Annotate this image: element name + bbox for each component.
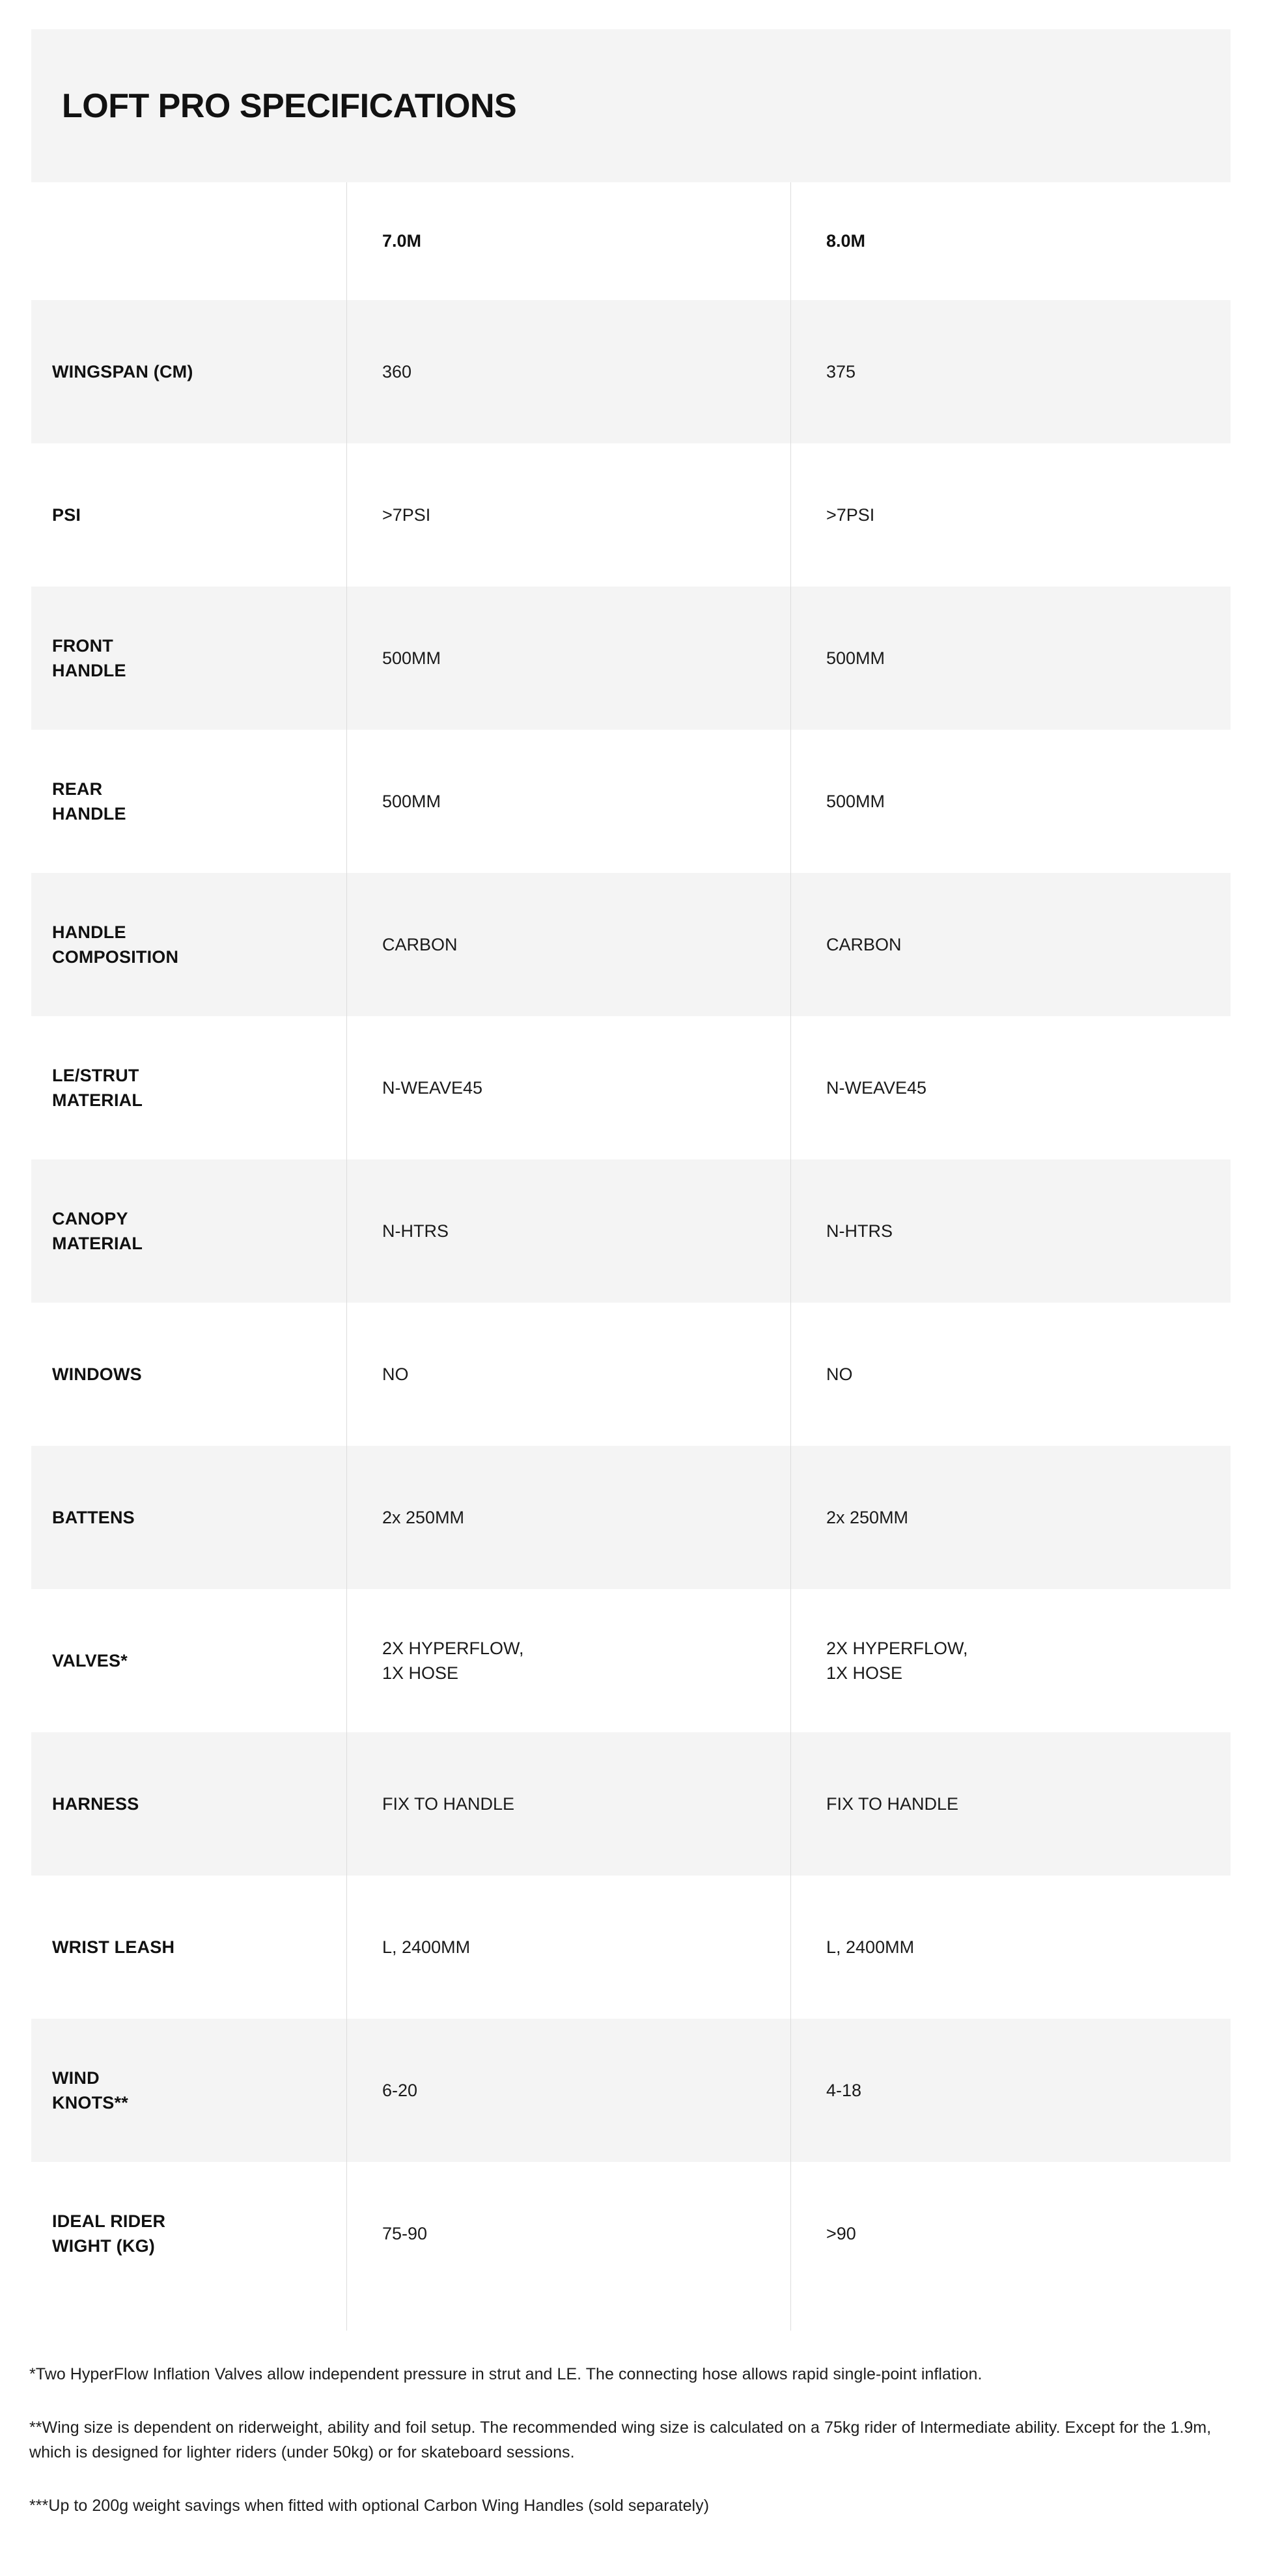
cell-value-8m: >90 [826,2223,856,2243]
table-row: WINDOWS NO NO [0,1303,1267,1446]
cell-value-8m: >7PSI [826,505,875,525]
column-header-8m: 8.0M [826,231,866,251]
page-title: LOFT PRO SPECIFICATIONS [62,87,517,125]
cell-value-7m: N-HTRS [382,1221,449,1241]
row-label: REAR HANDLE [52,779,126,824]
table-row: HARNESS FIX TO HANDLE FIX TO HANDLE [0,1732,1267,1876]
cell-value-7m: 500MM [382,648,441,668]
row-band [31,2019,1231,2162]
cell-value-8m: 500MM [826,791,885,811]
table-row: PSI >7PSI >7PSI [0,443,1267,587]
cell-value-7m: CARBON [382,934,458,954]
table-row: WIND KNOTS** 6-20 4-18 [0,2019,1267,2162]
row-band [31,1732,1231,1876]
cell-value-8m: 4-18 [826,2080,862,2100]
cell-value-8m: 500MM [826,648,885,668]
row-label: WRIST LEASH [52,1937,175,1957]
cell-value-7m: FIX TO HANDLE [382,1794,515,1814]
row-label: HARNESS [52,1794,139,1814]
table-row: CANOPY MATERIAL N-HTRS N-HTRS [0,1159,1267,1303]
cell-value-7m: L, 2400MM [382,1937,471,1957]
table-header-row: 7.0M 8.0M [0,182,1267,300]
spec-header-banner: LOFT PRO SPECIFICATIONS [31,29,1231,182]
row-band [31,1446,1231,1589]
cell-value-8m: CARBON [826,934,902,954]
cell-value-7m: 75-90 [382,2223,428,2243]
cell-value-7m: 6-20 [382,2080,418,2100]
row-label: PSI [52,505,81,525]
row-band [31,300,1231,443]
row-band [31,873,1231,1016]
row-label: FRONT HANDLE [52,635,126,680]
table-row: REAR HANDLE 500MM 500MM [0,730,1267,873]
cell-value-8m: 2X HYPERFLOW, 1X HOSE [826,1638,968,1683]
row-label: VALVES* [52,1650,128,1670]
cell-value-7m: 2X HYPERFLOW, 1X HOSE [382,1638,524,1683]
row-label: WINDOWS [52,1364,142,1384]
row-label: CANOPY MATERIAL [52,1208,143,1253]
footnotes-block: *Two HyperFlow Inflation Valves allow in… [29,2362,1240,2518]
table-row: FRONT HANDLE 500MM 500MM [0,587,1267,730]
cell-value-7m: NO [382,1364,409,1384]
table-row: BATTENS 2x 250MM 2x 250MM [0,1446,1267,1589]
cell-value-8m: N-HTRS [826,1221,893,1241]
table-row: WRIST LEASH L, 2400MM L, 2400MM [0,1876,1267,2019]
cell-value-8m: 375 [826,361,856,381]
row-label: HANDLE COMPOSITION [52,922,179,967]
table-row: IDEAL RIDER WIGHT (KG) 75-90 >90 [0,2162,1267,2305]
column-divider-2 [790,182,791,2331]
row-label: WIND KNOTS** [52,2068,128,2112]
row-band [31,1159,1231,1303]
cell-value-8m: NO [826,1364,853,1384]
row-band [31,587,1231,730]
table-row: VALVES* 2X HYPERFLOW, 1X HOSE 2X HYPERFLOW,… [0,1589,1267,1732]
footnote: ***Up to 200g weight savings when fitted… [29,2497,710,2515]
table-row: HANDLE COMPOSITION CARBON CARBON [0,873,1267,1016]
table-row: LE/STRUT MATERIAL N-WEAVE45 N-WEAVE45 [0,1016,1267,1159]
cell-value-7m: >7PSI [382,505,431,525]
footnote: *Two HyperFlow Inflation Valves allow in… [29,2365,982,2383]
cell-value-8m: L, 2400MM [826,1937,915,1957]
specifications-table: 7.0M 8.0M WINGSPAN (CM) 360 375 PSI >7PSI >7PSI… [0,182,1267,2305]
table-row: WINGSPAN (CM) 360 375 [0,300,1267,443]
cell-value-8m: 2x 250MM [826,1507,909,1527]
row-label: BATTENS [52,1507,135,1527]
cell-value-8m: N-WEAVE45 [826,1077,927,1098]
row-label: LE/STRUT MATERIAL [52,1065,143,1110]
footnote: **Wing size is dependent on riderweight,… [29,2418,1212,2461]
cell-value-7m: 360 [382,361,412,381]
cell-value-7m: 500MM [382,791,441,811]
cell-value-7m: N-WEAVE45 [382,1077,483,1098]
cell-value-7m: 2x 250MM [382,1507,465,1527]
cell-value-8m: FIX TO HANDLE [826,1794,959,1814]
row-label: WINGSPAN (CM) [52,361,193,381]
column-header-7m: 7.0M [382,231,422,251]
row-label: IDEAL RIDER WIGHT (KG) [52,2211,166,2256]
column-divider-1 [346,182,347,2331]
